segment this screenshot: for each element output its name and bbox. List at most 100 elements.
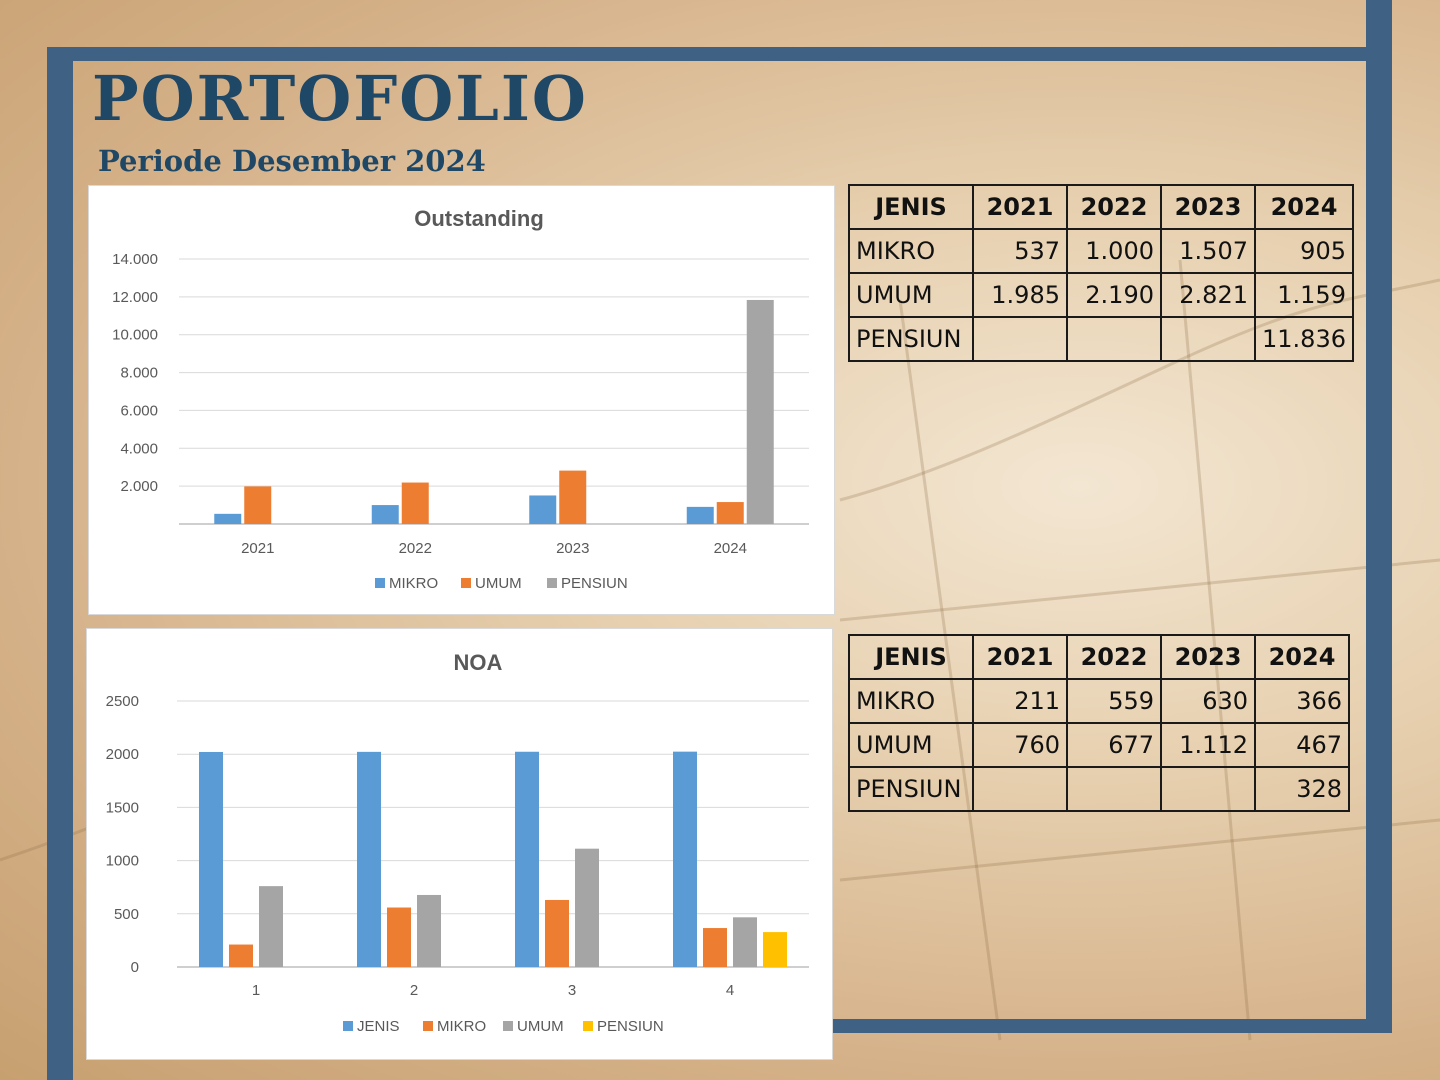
table-row: PENSIUN 328 bbox=[848, 766, 1350, 812]
table-cell: 467 bbox=[1254, 722, 1350, 768]
table-cell: 2.821 bbox=[1160, 272, 1256, 318]
chart-title: Outstanding bbox=[414, 206, 544, 231]
bar-umum-3 bbox=[575, 848, 599, 967]
frame-left-bar bbox=[47, 47, 73, 1080]
x-tick-label: 2021 bbox=[241, 540, 274, 557]
legend-swatch bbox=[547, 578, 557, 588]
x-tick-label: 4 bbox=[726, 982, 734, 999]
table-cell: 630 bbox=[1160, 678, 1256, 724]
table-header-cell: JENIS bbox=[848, 634, 974, 680]
table-cell bbox=[1066, 316, 1162, 362]
bar-jenis-3 bbox=[515, 751, 539, 967]
legend-swatch bbox=[375, 578, 385, 588]
y-tick-label: 8.000 bbox=[120, 365, 158, 382]
legend-swatch bbox=[583, 1021, 593, 1031]
y-tick-label: 12.000 bbox=[112, 289, 158, 306]
table-cell: PENSIUN bbox=[848, 766, 974, 812]
table-cell bbox=[1160, 766, 1256, 812]
bar-pensiun-2024 bbox=[746, 299, 774, 524]
legend-label: PENSIUN bbox=[597, 1018, 664, 1035]
table-cell: PENSIUN bbox=[848, 316, 974, 362]
x-tick-label: 1 bbox=[252, 982, 260, 999]
y-tick-label: 0 bbox=[131, 959, 139, 976]
frame-right-bar bbox=[1366, 0, 1392, 1033]
frame-bottom-bar bbox=[833, 1019, 1392, 1033]
x-tick-label: 2024 bbox=[714, 540, 747, 557]
legend-label: MIKRO bbox=[437, 1018, 486, 1035]
table-cell: 2.190 bbox=[1066, 272, 1162, 318]
bar-pensiun-4 bbox=[763, 932, 787, 967]
y-tick-label: 1000 bbox=[106, 853, 139, 870]
table-header-cell: 2023 bbox=[1160, 634, 1256, 680]
legend-label: UMUM bbox=[517, 1018, 564, 1035]
bar-jenis-1 bbox=[199, 751, 223, 967]
table-header-cell: 2022 bbox=[1066, 184, 1162, 230]
y-tick-label: 2.000 bbox=[120, 478, 158, 495]
table-cell: MIKRO bbox=[848, 678, 974, 724]
bar-mikro-4 bbox=[703, 928, 727, 967]
outstanding-chart-panel: Outstanding 14.000 12.000 10.000 8.000 6.000 4… bbox=[88, 185, 835, 615]
legend-label: PENSIUN bbox=[561, 575, 628, 592]
y-tick-label: 10.000 bbox=[112, 327, 158, 344]
table-cell: 760 bbox=[972, 722, 1068, 768]
table-cell bbox=[972, 766, 1068, 812]
y-tick-label: 2000 bbox=[106, 746, 139, 763]
x-tick-label: 2023 bbox=[556, 540, 589, 557]
table-cell: 1.159 bbox=[1254, 272, 1354, 318]
table-cell: 559 bbox=[1066, 678, 1162, 724]
table-cell: 1.507 bbox=[1160, 228, 1256, 274]
noa-chart: NOA 2500 2000 1500 1000 500 0 1 2 3 4 JENIS MIKRO UMU… bbox=[106, 650, 809, 1035]
table-cell: UMUM bbox=[848, 272, 974, 318]
table-header-cell: 2022 bbox=[1066, 634, 1162, 680]
noa-table: JENIS 2021 2022 2023 2024 MIKRO 211 559 630 366 UM… bbox=[848, 634, 1350, 812]
table-cell: 1.000 bbox=[1066, 228, 1162, 274]
table-row: UMUM 760 677 1.112 467 bbox=[848, 722, 1350, 768]
noa-chart-panel: NOA 2500 2000 1500 1000 500 0 1 2 3 4 JENIS MIKRO UMU… bbox=[86, 628, 833, 1060]
bar-mikro-2021 bbox=[214, 513, 242, 524]
bar-mikro-2022 bbox=[371, 505, 399, 524]
table-cell: 366 bbox=[1254, 678, 1350, 724]
table-cell: 11.836 bbox=[1254, 316, 1354, 362]
table-cell: 677 bbox=[1066, 722, 1162, 768]
legend-swatch bbox=[461, 578, 471, 588]
table-cell: 1.985 bbox=[972, 272, 1068, 318]
bar-umum-2 bbox=[417, 894, 441, 967]
bar-mikro-2024 bbox=[686, 506, 714, 524]
table-header-cell: JENIS bbox=[848, 184, 974, 230]
y-tick-label: 1500 bbox=[106, 799, 139, 816]
legend-swatch bbox=[503, 1021, 513, 1031]
table-cell: 328 bbox=[1254, 766, 1350, 812]
table-header-row: JENIS 2021 2022 2023 2024 bbox=[848, 634, 1350, 680]
x-tick-label: 2022 bbox=[399, 540, 432, 557]
table-header-row: JENIS 2021 2022 2023 2024 bbox=[848, 184, 1354, 230]
table-row: MIKRO 211 559 630 366 bbox=[848, 678, 1350, 724]
table-header-cell: 2023 bbox=[1160, 184, 1256, 230]
table-cell: UMUM bbox=[848, 722, 974, 768]
y-tick-label: 500 bbox=[114, 906, 139, 923]
outstanding-chart: Outstanding 14.000 12.000 10.000 8.000 6.000 4… bbox=[112, 206, 809, 592]
bar-mikro-2 bbox=[387, 907, 411, 967]
table-cell bbox=[1066, 766, 1162, 812]
legend-label: MIKRO bbox=[389, 575, 438, 592]
bar-umum-1 bbox=[259, 886, 283, 967]
table-header-cell: 2024 bbox=[1254, 634, 1350, 680]
bar-umum-2024 bbox=[716, 502, 744, 524]
y-tick-label: 6.000 bbox=[120, 402, 158, 419]
bar-jenis-4 bbox=[673, 751, 697, 967]
table-cell: MIKRO bbox=[848, 228, 974, 274]
frame-top-bar bbox=[47, 47, 1390, 61]
table-cell: 1.112 bbox=[1160, 722, 1256, 768]
bar-umum-4 bbox=[733, 917, 757, 967]
y-tick-label: 14.000 bbox=[112, 251, 158, 268]
bar-mikro-1 bbox=[229, 944, 253, 967]
x-tick-label: 3 bbox=[568, 982, 576, 999]
y-tick-label: 4.000 bbox=[120, 440, 158, 457]
page-subtitle: Periode Desember 2024 bbox=[98, 144, 486, 178]
table-row: UMUM 1.985 2.190 2.821 1.159 bbox=[848, 272, 1354, 318]
bar-umum-2021 bbox=[244, 486, 272, 524]
legend-label: JENIS bbox=[357, 1018, 400, 1035]
table-header-cell: 2021 bbox=[972, 184, 1068, 230]
table-row: PENSIUN 11.836 bbox=[848, 316, 1354, 362]
table-cell bbox=[972, 316, 1068, 362]
outstanding-table: JENIS 2021 2022 2023 2024 MIKRO 537 1.000 1.507 9… bbox=[848, 184, 1354, 362]
